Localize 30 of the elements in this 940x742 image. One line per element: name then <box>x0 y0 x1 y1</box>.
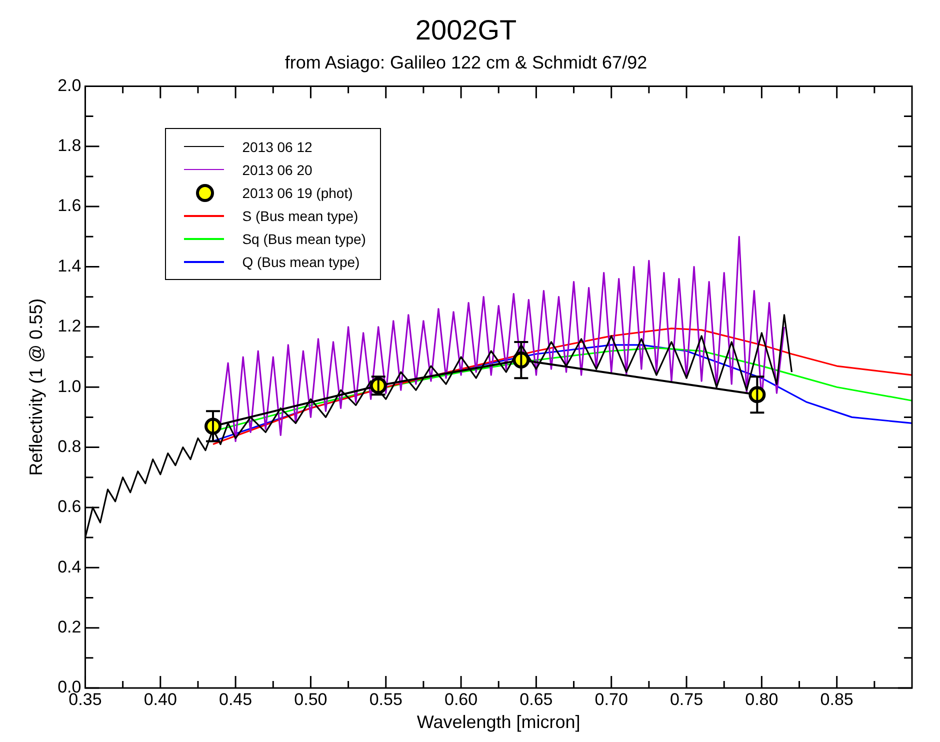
y-axis-title: Reflectivity (1 @ 0.55) <box>26 298 46 476</box>
x-tick-label: 0.50 <box>294 690 328 709</box>
legend-label: 2013 06 20 <box>242 162 312 178</box>
y-tick-label: 1.2 <box>58 316 82 336</box>
x-tick-label: 0.45 <box>219 690 252 709</box>
y-tick-label: 2.0 <box>58 76 82 95</box>
y-tick-label: 1.0 <box>58 376 82 396</box>
y-tick-label: 1.4 <box>58 256 82 276</box>
x-tick-label: 0.70 <box>594 690 628 709</box>
chart-subtitle: from Asiago: Galileo 122 cm & Schmidt 67/92 <box>284 52 648 72</box>
legend-label: Q (Bus mean type) <box>242 254 360 270</box>
legend-label: Sq (Bus mean type) <box>242 230 366 247</box>
x-tick-label: 0.85 <box>820 690 854 709</box>
y-tick-label: 1.8 <box>58 136 82 156</box>
x-tick-label: 0.55 <box>369 690 402 709</box>
x-tick-label: 0.65 <box>520 690 553 709</box>
y-tick-label: 0.6 <box>58 497 82 516</box>
x-tick-label: 0.60 <box>444 690 478 709</box>
x-axis-title: Wavelength [micron] <box>416 712 580 732</box>
y-tick-label: 0.4 <box>58 557 82 576</box>
legend-label: 2013 06 19 (phot) <box>242 184 353 201</box>
x-tick-label: 0.80 <box>745 690 778 709</box>
chart-title: 2002GT <box>415 14 517 46</box>
legend-label: S (Bus mean type) <box>242 208 358 224</box>
y-tick-label: 0.8 <box>58 436 82 456</box>
x-tick-label: 0.40 <box>144 690 177 709</box>
x-tick-label: 0.75 <box>670 690 704 709</box>
y-tick-label: 1.6 <box>58 196 82 216</box>
y-tick-label: 0.2 <box>58 618 82 637</box>
legend-label: 2013 06 12 <box>242 138 312 155</box>
